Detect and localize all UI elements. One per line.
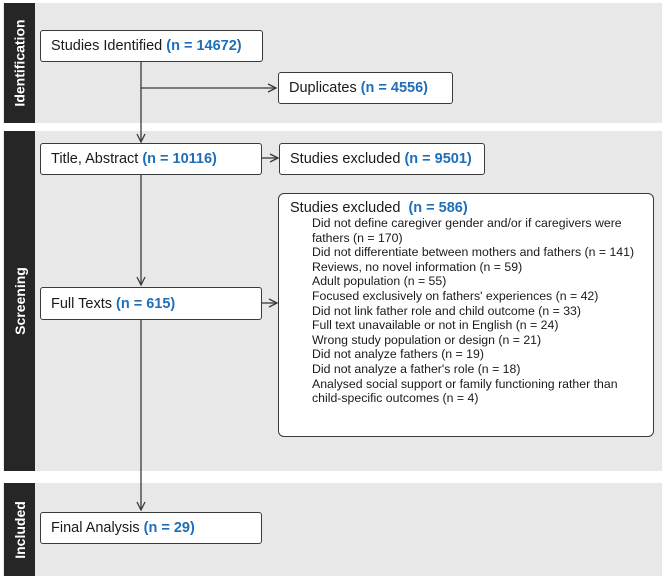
excluded-screen-box: Studies excluded (n = 9501) [279,143,485,175]
full-texts-box: Full Texts (n = 615) [40,287,262,320]
excluded-screen-label: Studies excluded [290,151,401,167]
exclusion-reason: Wrong study population or design (n = 21… [312,332,542,347]
duplicates-label: Duplicates [289,80,357,96]
title-abstract-box: Title, Abstract (n = 10116) [40,143,262,175]
exclusion-reason: Did not analyze a father's role (n = 18) [312,361,521,376]
exclusion-reason: Did not differentiate between mothers an… [312,245,635,260]
title-abstract-count: (n = 10116) [142,151,217,167]
identified-count: (n = 14672) [166,38,242,54]
duplicates-count: (n = 4556) [360,80,428,96]
identified-box: Studies Identified (n = 14672) [40,30,263,62]
title-abstract-label: Title, Abstract [51,151,139,167]
excluded-full-box: Studies excluded (n = 586) Did not defin… [278,193,654,437]
exclusion-reason: Adult population (n = 55) [312,274,447,289]
duplicates-box: Duplicates (n = 4556) [278,72,453,104]
exclusion-reason: Analysed social support or family functi… [312,376,618,406]
excluded-screen-count: (n = 9501) [404,151,472,167]
exclusion-reason: Reviews, no novel information (n = 59) [312,259,523,274]
final-analysis-label: Final Analysis [51,520,140,536]
full-texts-count: (n = 615) [115,295,176,312]
excluded-full-count: (n = 586) [408,200,468,216]
excluded-full-heading: Studies excluded (n = 586) [290,200,645,216]
screening-phase-label: Screening [4,131,35,471]
full-texts-label: Full Texts [51,295,112,312]
final-analysis-box: Final Analysis (n = 29) [40,512,262,544]
exclusion-reason: Full text unavailable or not in English … [312,318,559,333]
final-analysis-count: (n = 29) [143,520,195,536]
identification-phase-label: Identification [4,3,35,123]
exclusion-reason: Focused exclusively on fathers' experien… [312,288,599,303]
exclusion-reason: Did not link father role and child outco… [312,303,581,318]
included-phase-label: Included [4,483,35,576]
exclusion-reason: Did not define caregiver gender and/or i… [312,216,622,245]
excluded-full-label: Studies excluded [290,200,401,216]
identified-label: Studies Identified [51,38,163,54]
identification-band [3,3,662,123]
exclusion-reasons-list: Did not define caregiver gender and/or i… [290,216,645,406]
exclusion-reason: Did not analyze fathers (n = 19) [312,347,484,362]
